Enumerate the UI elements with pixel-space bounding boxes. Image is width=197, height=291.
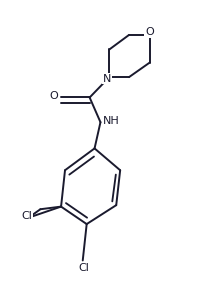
- Text: Cl: Cl: [78, 263, 89, 273]
- Text: O: O: [50, 91, 59, 101]
- Text: NH: NH: [103, 116, 120, 126]
- Text: O: O: [145, 27, 154, 37]
- Text: N: N: [103, 74, 112, 84]
- Text: Cl: Cl: [21, 211, 32, 221]
